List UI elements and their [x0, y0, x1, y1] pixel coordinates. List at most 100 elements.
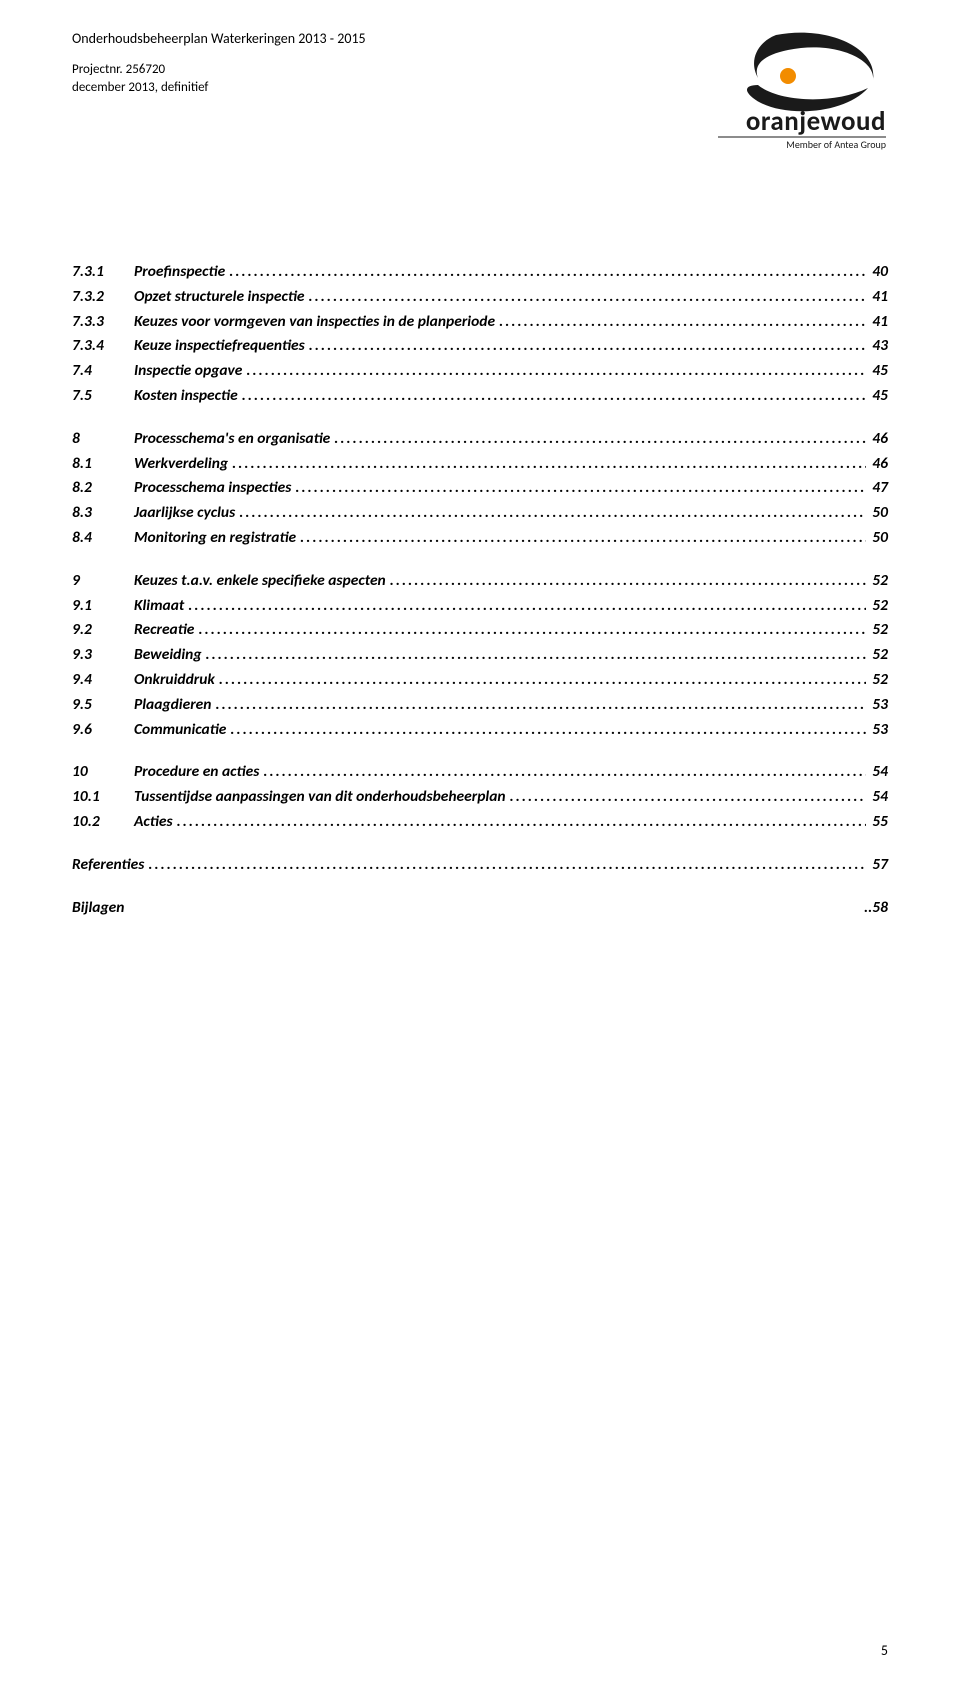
toc-entry-label: Monitoring en registratie: [134, 526, 296, 551]
toc-entry-label: Inspectie opgave: [134, 359, 242, 384]
toc-entry-page: ..58: [862, 896, 888, 921]
toc-entry-label: Bijlagen: [72, 896, 124, 921]
toc-row: 9.3Beweiding 52: [72, 643, 888, 668]
toc-entry-number: 8.3: [72, 501, 134, 526]
table-of-contents: 7.3.1Proefinspectie407.3.2Opzet structur…: [72, 260, 888, 920]
logo-wordmark: oranjewoud: [746, 105, 886, 138]
toc-row: 8.2Processchema inspecties 47: [72, 476, 888, 501]
toc-entry-page: 52: [870, 668, 888, 693]
toc-entry-page: 41: [870, 310, 888, 335]
toc-entry-page: 46: [870, 427, 888, 452]
toc-row: 8.1Werkverdeling 46: [72, 452, 888, 477]
toc-row: 10.2Acties55: [72, 810, 888, 835]
toc-entry-number: 10: [72, 760, 134, 785]
toc-row: 7.3.4Keuze inspectiefrequenties43: [72, 334, 888, 359]
toc-entry-number: 8.1: [72, 452, 134, 477]
toc-leader-dots: [198, 618, 866, 643]
toc-leader-dots: [230, 718, 866, 743]
toc-leader-dots: [309, 334, 867, 359]
toc-row: 7.4Inspectie opgave 45: [72, 359, 888, 384]
document-page: Onderhoudsbeheerplan Waterkeringen 2013 …: [0, 0, 960, 1683]
toc-row: 9.4Onkruiddruk52: [72, 668, 888, 693]
toc-row: 9.2Recreatie 52: [72, 618, 888, 643]
toc-entry-number: 10.1: [72, 785, 134, 810]
toc-entry-page: 50: [870, 526, 888, 551]
page-number: 5: [881, 1642, 888, 1659]
toc-entry-label: Plaagdieren: [134, 693, 211, 718]
toc-entry-page: 52: [870, 569, 888, 594]
toc-entry-page: 52: [870, 643, 888, 668]
logo-dot-icon: [780, 68, 796, 84]
toc-leader-dots: [206, 643, 867, 668]
page-header: Onderhoudsbeheerplan Waterkeringen 2013 …: [72, 30, 888, 160]
toc-entry-label: Proefinspectie: [134, 260, 225, 285]
toc-entry-number: 8.4: [72, 526, 134, 551]
logo-swoosh-icon: [747, 33, 873, 112]
toc-row: 7.3.1Proefinspectie40: [72, 260, 888, 285]
toc-leader-dots: [215, 693, 866, 718]
toc-entry-label: Keuzes voor vormgeven van inspecties in …: [134, 310, 495, 335]
toc-row: Bijlagen ..58: [72, 896, 888, 921]
toc-entry-label: Procedure en acties: [134, 760, 259, 785]
toc-entry-number: 9.1: [72, 594, 134, 619]
logo-tagline: Member of Antea Group: [786, 138, 886, 150]
toc-row: Referenties57: [72, 853, 888, 878]
toc-entry-label: Keuzes t.a.v. enkele specifieke aspecten: [134, 569, 386, 594]
toc-entry-page: 40: [870, 260, 888, 285]
toc-entry-page: 53: [870, 693, 888, 718]
toc-leader-dots: [334, 427, 866, 452]
toc-row: 7.5Kosten inspectie45: [72, 384, 888, 409]
toc-entry-label: Acties: [134, 810, 173, 835]
toc-entry-page: 50: [870, 501, 888, 526]
toc-entry-number: 10.2: [72, 810, 134, 835]
toc-entry-number: 9.4: [72, 668, 134, 693]
toc-entry-number: 9.2: [72, 618, 134, 643]
toc-entry-number: 7.3.3: [72, 310, 134, 335]
toc-entry-label: Klimaat: [134, 594, 184, 619]
toc-leader-dots: [390, 569, 867, 594]
toc-entry-page: 45: [870, 384, 888, 409]
toc-leader-dots: [148, 853, 866, 878]
toc-row: 9.5Plaagdieren 53: [72, 693, 888, 718]
toc-row: 8.4Monitoring en registratie 50: [72, 526, 888, 551]
toc-entry-number: 7.4: [72, 359, 134, 384]
toc-entry-label: Referenties: [72, 853, 144, 878]
toc-entry-label: Processchema's en organisatie: [134, 427, 330, 452]
toc-entry-number: 8.2: [72, 476, 134, 501]
toc-entry-label: Communicatie: [134, 718, 226, 743]
toc-entry-label: Processchema inspecties: [134, 476, 291, 501]
toc-row: 8Processchema's en organisatie 46: [72, 427, 888, 452]
toc-entry-number: 9.5: [72, 693, 134, 718]
toc-leader-dots: [263, 760, 866, 785]
toc-entry-label: Beweiding: [134, 643, 202, 668]
toc-entry-label: Keuze inspectiefrequenties: [134, 334, 305, 359]
toc-entry-number: 7.3.2: [72, 285, 134, 310]
oranjewoud-logo: oranjewoud Member of Antea Group: [668, 30, 888, 150]
toc-entry-number: 9.3: [72, 643, 134, 668]
toc-entry-number: 9: [72, 569, 134, 594]
toc-row: 7.3.2Opzet structurele inspectie41: [72, 285, 888, 310]
toc-row: 9.1Klimaat52: [72, 594, 888, 619]
toc-leader-dots: [219, 668, 866, 693]
toc-entry-label: Werkverdeling: [134, 452, 228, 477]
toc-row: 8.3Jaarlijkse cyclus50: [72, 501, 888, 526]
toc-leader-dots: [309, 285, 867, 310]
toc-entry-number: 7.3.4: [72, 334, 134, 359]
toc-leader-dots: [510, 785, 867, 810]
toc-row: 9.6Communicatie 53: [72, 718, 888, 743]
toc-entry-number: 8: [72, 427, 134, 452]
toc-leader-dots: [188, 594, 866, 619]
toc-entry-page: 52: [870, 618, 888, 643]
toc-row: 10Procedure en acties54: [72, 760, 888, 785]
toc-row: 9Keuzes t.a.v. enkele specifieke aspecte…: [72, 569, 888, 594]
toc-leader-dots: [246, 359, 866, 384]
toc-entry-label: Recreatie: [134, 618, 194, 643]
toc-entry-number: 9.6: [72, 718, 134, 743]
toc-leader-dots: [295, 476, 866, 501]
toc-entry-page: 45: [870, 359, 888, 384]
toc-entry-page: 47: [870, 476, 888, 501]
toc-entry-page: 46: [870, 452, 888, 477]
toc-entry-page: 53: [870, 718, 888, 743]
toc-row: 10.1Tussentijdse aanpassingen van dit on…: [72, 785, 888, 810]
toc-leader-dots: [242, 384, 867, 409]
